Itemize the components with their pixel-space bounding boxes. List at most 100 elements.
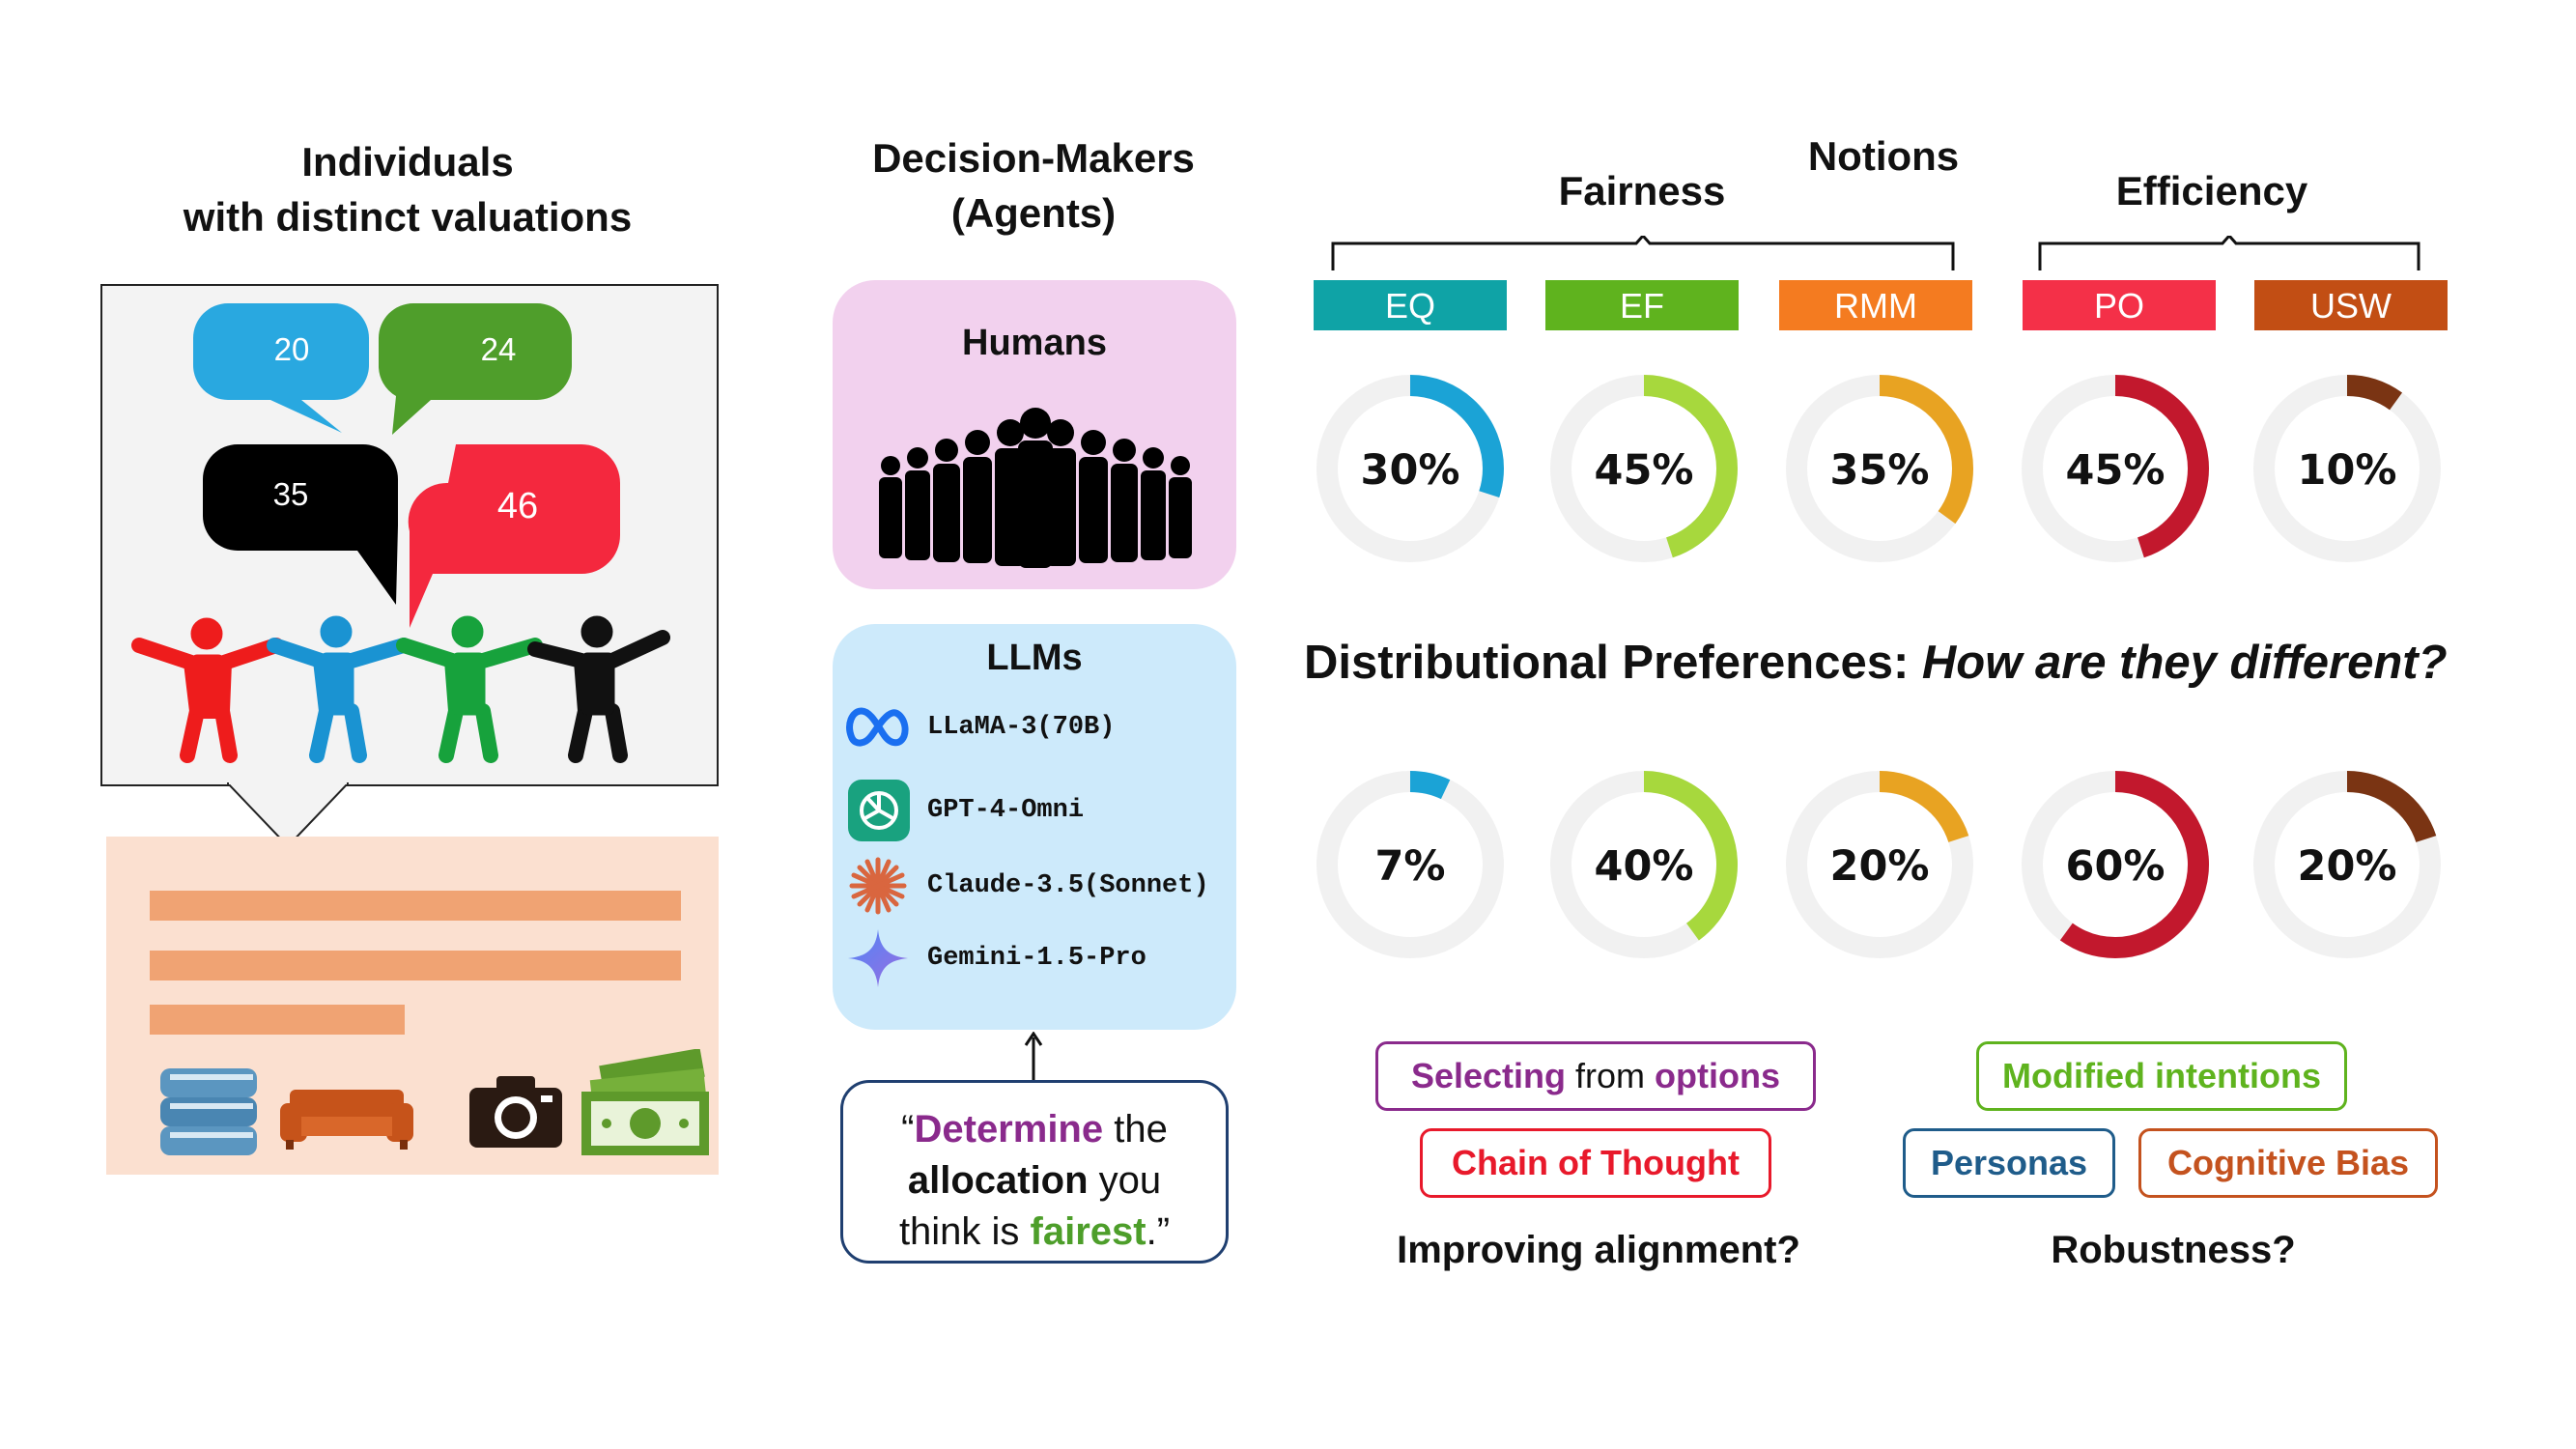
valuation-value-1: 20	[274, 331, 310, 367]
agents-title-line2: (Agents)	[950, 189, 1117, 236]
gemini-icon	[848, 929, 908, 987]
prompt-word-determine: Determine	[914, 1108, 1104, 1151]
prompt-close-quote: .”	[1146, 1210, 1171, 1254]
notion-ring-usw: 10%	[2253, 375, 2441, 562]
sofa-icon	[280, 1090, 413, 1150]
llm-item-claude: Claude-3.5(Sonnet)	[844, 854, 1209, 918]
llm-item-gemini: Gemini-1.5-Pro	[844, 927, 1146, 989]
openai-icon	[848, 780, 910, 841]
cognitive-bias-pill: Cognitive Bias	[2138, 1128, 2438, 1198]
robustness-caption: Robustness?	[2051, 1229, 2296, 1271]
person-red	[131, 617, 284, 763]
prompt-arrow	[1024, 1032, 1043, 1080]
ring-chart-bottom: 7% 40% 20% 60% 20%	[1316, 771, 2441, 958]
llms-label: LLMs	[986, 638, 1083, 678]
improving-alignment-caption: Improving alignment?	[1397, 1229, 1800, 1271]
chain-of-thought-pill: Chain of Thought	[1420, 1128, 1771, 1198]
agents-title-line1: Decision-Makers	[872, 135, 1195, 181]
modified-intentions-label: Modified intentions	[2002, 1056, 2321, 1095]
prompt-word-you: you	[1088, 1159, 1162, 1203]
notion-ring-rmm: 35%	[1786, 375, 1973, 562]
prompt-word-fairest: fairest	[1030, 1210, 1146, 1254]
distributional-question: How are they different?	[1921, 637, 2448, 689]
individuals-illustration: 20 24 35 46	[131, 303, 670, 763]
preference-ring-label-rmm: 20%	[1830, 842, 1930, 891]
valuation-value-4: 46	[497, 486, 538, 526]
distributional-title: Distributional Preferences: How are they…	[1304, 636, 2521, 690]
person-blue	[267, 615, 411, 763]
notions-title: Notions	[1807, 133, 1960, 179]
preference-ring-arc-usw	[2253, 771, 2441, 958]
ring-chart-top: 30% 45% 35% 45% 10%	[1316, 375, 2441, 562]
from-word: from	[1566, 1056, 1656, 1095]
money-icon	[581, 1049, 709, 1155]
preference-ring-label-eq: 7%	[1374, 842, 1445, 891]
valuation-value-2: 24	[481, 331, 517, 367]
callout-pointer	[227, 782, 349, 848]
person-black	[527, 615, 670, 763]
valuation-bubble-4: 46	[408, 444, 620, 628]
modified-intentions-pill: Modified intentions	[1976, 1041, 2347, 1111]
notion-ring-arc-ef	[1550, 375, 1738, 562]
preference-ring-usw: 20%	[2253, 771, 2441, 958]
books-icon	[160, 1068, 257, 1155]
valuation-bubble-3: 35	[203, 444, 398, 605]
notion-ring-arc-rmm	[1786, 375, 1973, 562]
notion-ring-po: 45%	[2022, 375, 2209, 562]
preference-ring-label-ef: 40%	[1595, 842, 1694, 891]
tag-po: PO	[2023, 280, 2216, 330]
chain-of-thought-label: Chain of Thought	[1452, 1143, 1740, 1182]
fairness-brace	[1331, 236, 1955, 270]
tag-usw: USW	[2254, 280, 2448, 330]
notion-ring-arc-po	[2022, 375, 2209, 562]
prompt-line-3: think is fairest.”	[843, 1207, 1226, 1258]
preference-ring-label-usw: 20%	[2298, 842, 2397, 891]
prompt-open-quote: “	[901, 1108, 915, 1151]
personas-pill: Personas	[1903, 1128, 2115, 1198]
distributional-prefix: Distributional Preferences:	[1304, 637, 1922, 689]
tag-po-label: PO	[2093, 286, 2144, 326]
prompt-line-1: “Determine the	[843, 1104, 1226, 1155]
individuals-panel: 20 24 35 46	[100, 284, 719, 786]
notion-ring-label-ef: 45%	[1595, 446, 1694, 495]
notion-ring-ef: 45%	[1550, 375, 1738, 562]
prompt-word-think: think is	[898, 1210, 1031, 1254]
notion-ring-label-rmm: 35%	[1830, 446, 1930, 495]
item-text-line-3	[150, 1005, 405, 1035]
efficiency-title: Efficiency	[2115, 168, 2308, 213]
individuals-title-line2: with distinct valuations	[183, 193, 633, 240]
tag-rmm: RMM	[1779, 280, 1972, 330]
preference-ring-arc-po	[2022, 771, 2209, 958]
preference-ring-po: 60%	[2022, 771, 2209, 958]
llm-name-gemini: Gemini-1.5-Pro	[927, 944, 1146, 973]
valuation-bubble-1: 20	[193, 303, 369, 433]
humans-panel: Humans	[833, 280, 1236, 589]
meta-icon	[846, 707, 909, 747]
efficiency-brace	[2038, 236, 2420, 270]
tag-rmm-label: RMM	[1834, 286, 1917, 326]
prompt-box: “Determine the allocation you think is f…	[840, 1080, 1229, 1264]
agents-title: Decision-Makers (Agents)	[802, 131, 1265, 241]
valuation-value-3: 35	[273, 476, 309, 512]
notion-ring-label-eq: 30%	[1361, 446, 1460, 495]
tag-ef: EF	[1545, 280, 1739, 330]
preference-ring-rmm: 20%	[1786, 771, 1973, 958]
preference-ring-eq: 7%	[1316, 771, 1504, 958]
personas-label: Personas	[1930, 1143, 2088, 1182]
notion-ring-eq: 30%	[1316, 375, 1504, 562]
fairness-title: Fairness	[1558, 168, 1726, 213]
selecting-from-options-pill: Selecting from options	[1375, 1041, 1816, 1111]
llm-item-gpt: GPT-4-Omni	[844, 779, 1084, 842]
camera-icon	[469, 1076, 562, 1148]
tag-usw-label: USW	[2310, 286, 2392, 326]
crowd-icon	[879, 408, 1192, 568]
notion-ring-arc-usw	[2253, 375, 2441, 562]
tag-ef-label: EF	[1619, 286, 1664, 326]
notion-ring-arc-eq	[1316, 375, 1504, 562]
tag-eq: EQ	[1314, 280, 1507, 330]
item-text-line-2	[150, 951, 681, 980]
llm-name-gpt: GPT-4-Omni	[927, 796, 1085, 825]
notion-ring-label-po: 45%	[2066, 446, 2166, 495]
tag-eq-label: EQ	[1384, 286, 1435, 326]
prompt-word-the: the	[1103, 1108, 1168, 1151]
